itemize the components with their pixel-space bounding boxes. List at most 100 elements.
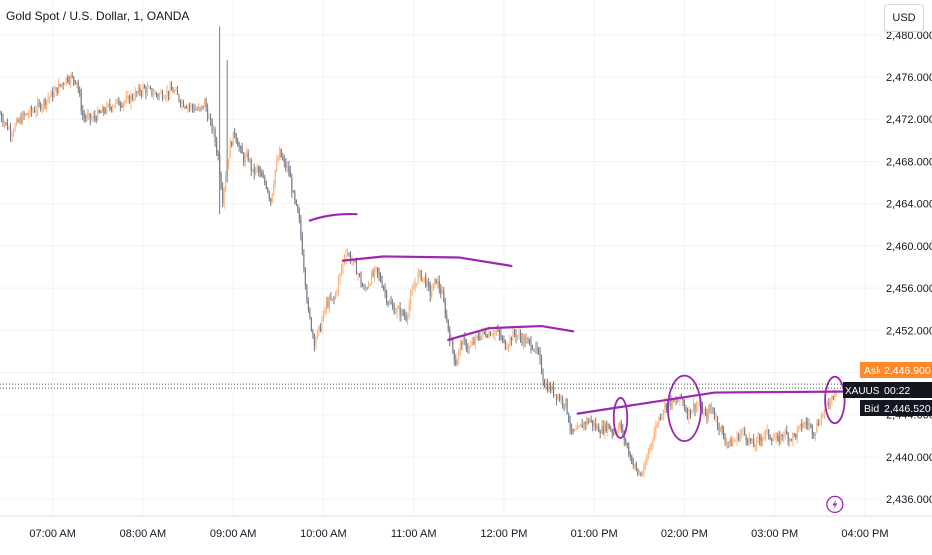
candle-body	[366, 287, 368, 289]
drawn-trend-curve[interactable]	[308, 212, 358, 222]
candle-body	[187, 106, 189, 109]
candle-body	[20, 118, 22, 123]
candle-body	[264, 177, 266, 183]
candle-body	[413, 287, 415, 290]
candle-body	[586, 419, 588, 425]
candle-body	[441, 291, 443, 294]
candle-body	[707, 408, 710, 419]
candle-body	[274, 169, 276, 184]
candle-body	[605, 423, 607, 432]
candle-body	[432, 283, 434, 291]
candle-body	[649, 445, 651, 452]
candle-body	[191, 104, 194, 108]
candle-body	[170, 86, 173, 91]
drawn-circle[interactable]	[612, 396, 629, 439]
candle-body	[5, 122, 7, 124]
candle-body	[704, 412, 707, 414]
candle-body	[201, 105, 203, 109]
candle-body	[560, 397, 562, 401]
candle-body	[572, 429, 574, 432]
candle-body	[249, 159, 251, 161]
lightning-glyph	[832, 499, 838, 510]
drawn-annotations[interactable]	[308, 212, 928, 442]
candle-body	[644, 464, 646, 469]
candle-body	[509, 337, 511, 345]
candle-body	[399, 307, 401, 317]
candle-body	[37, 103, 39, 111]
lightning-icon[interactable]	[826, 495, 844, 514]
candle-body	[256, 166, 258, 168]
candle-body	[14, 124, 16, 132]
candle-body	[462, 337, 464, 345]
candle-body	[793, 433, 795, 435]
candle-body	[650, 443, 652, 446]
candle-body	[121, 105, 123, 107]
candle-body	[521, 337, 523, 344]
candle-body	[410, 294, 412, 305]
candle-body	[12, 131, 15, 134]
candle-body	[763, 435, 765, 438]
candle-body	[670, 399, 672, 406]
candle-body	[613, 432, 615, 434]
candle-body	[339, 273, 341, 280]
candle-body	[300, 218, 302, 237]
candle-body	[79, 89, 81, 95]
candle-body	[617, 427, 619, 433]
candle-body	[495, 330, 497, 332]
candle-body	[40, 103, 42, 110]
axis-tick-labels: 07:00 AM 08:00 AM 09:00 AM 10:00 AM 11:00 AM…	[29, 30, 932, 540]
candle-body	[49, 96, 51, 99]
candle-body	[265, 182, 267, 188]
candle-body	[429, 285, 431, 296]
candle-body	[247, 153, 249, 161]
candle-body	[729, 440, 731, 443]
candle-body	[3, 122, 6, 124]
candle-body	[661, 414, 663, 419]
candle-body	[315, 338, 317, 346]
candle-body	[74, 80, 76, 84]
event-markers[interactable]	[826, 495, 844, 514]
candle-body	[97, 110, 99, 121]
symbol-tag-bg	[843, 382, 880, 398]
candle-body	[664, 403, 666, 410]
candle-body	[464, 337, 466, 341]
candle-body	[492, 334, 494, 336]
time-tick-label: 04:00 PM	[841, 528, 888, 540]
candle-body	[814, 431, 816, 436]
candle-body	[593, 423, 595, 426]
candle-body	[756, 438, 758, 447]
candle-body	[783, 435, 785, 437]
candle-body	[447, 319, 449, 330]
drawn-circle[interactable]	[666, 374, 702, 442]
candle-body	[213, 129, 215, 132]
candle-body	[574, 429, 576, 432]
candle-body	[547, 384, 549, 392]
candle-body	[44, 99, 46, 106]
candle-body	[620, 422, 622, 431]
drawn-trend-curve[interactable]	[447, 324, 575, 341]
candle-body	[238, 146, 240, 148]
candle-body	[578, 426, 580, 428]
drawn-circle[interactable]	[824, 375, 846, 425]
candle-body	[244, 156, 246, 163]
candle-body	[277, 158, 279, 162]
candle-body	[765, 429, 767, 436]
candle-body	[310, 317, 312, 331]
drawn-trend-curve[interactable]	[341, 255, 513, 268]
candle-body	[607, 423, 609, 432]
candle-body	[751, 439, 753, 442]
candle-body	[404, 314, 406, 317]
ask-label-group: Ask 2,446.900	[860, 362, 932, 378]
candle-body	[127, 96, 129, 98]
candle-body	[83, 116, 85, 118]
candle-body	[29, 108, 31, 115]
currency-button[interactable]: USD	[884, 4, 924, 32]
candle-body	[719, 426, 722, 431]
candle-body	[635, 464, 637, 470]
candle-body	[380, 275, 382, 282]
time-tick-label: 08:00 AM	[120, 528, 166, 540]
candle-body	[164, 96, 167, 98]
candle-body	[334, 292, 337, 299]
